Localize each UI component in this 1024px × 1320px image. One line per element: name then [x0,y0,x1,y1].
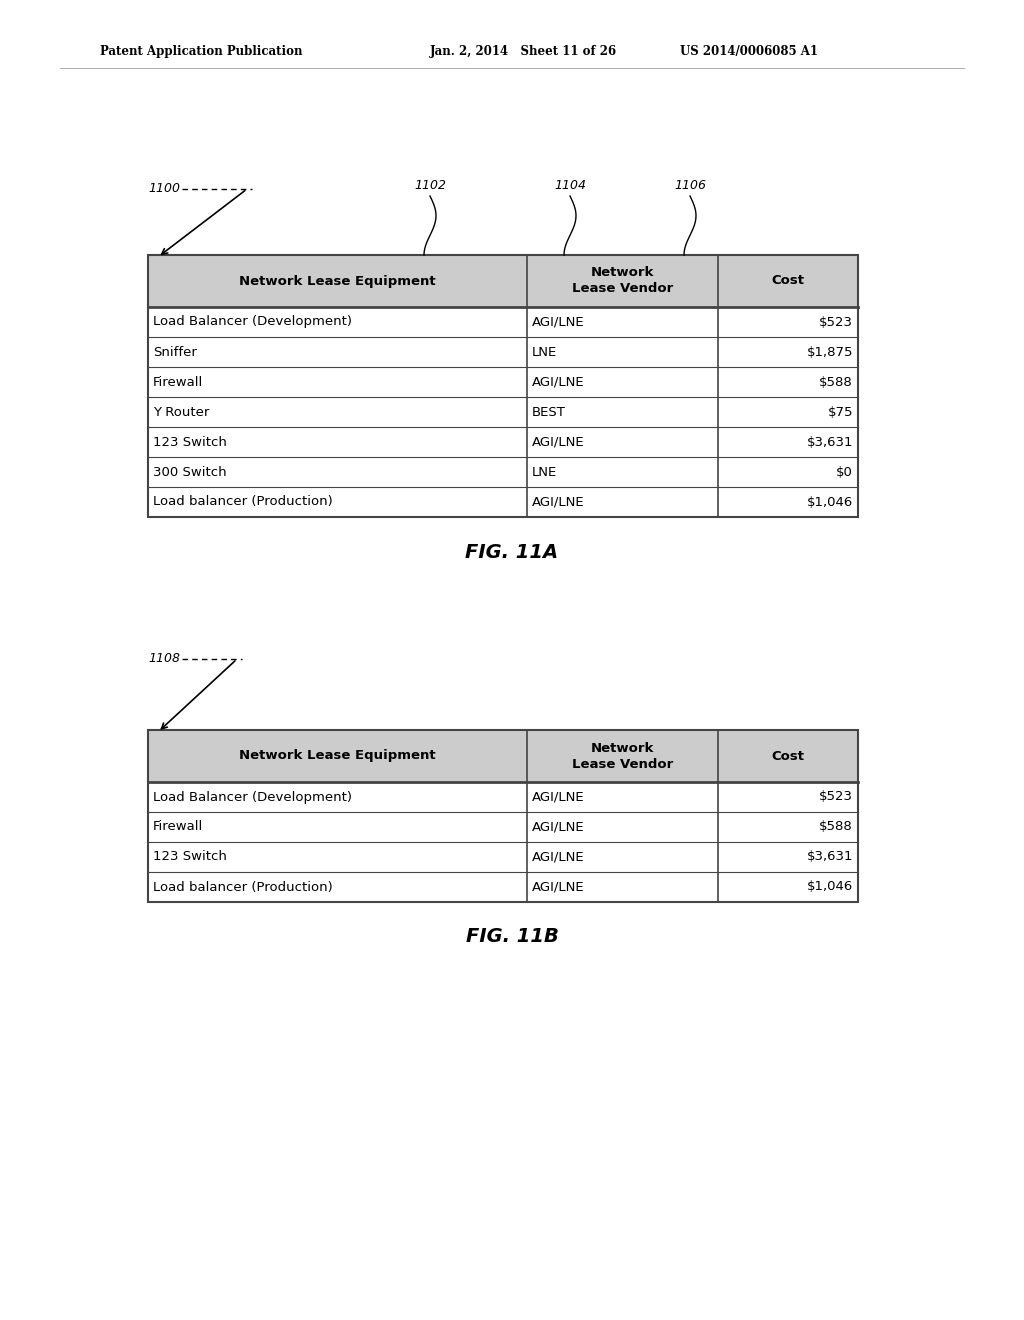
Text: $3,631: $3,631 [807,436,853,449]
Text: 300 Switch: 300 Switch [153,466,226,479]
Text: AGI/LNE: AGI/LNE [532,791,585,804]
Text: $588: $588 [819,375,853,388]
Text: 1106: 1106 [674,180,706,191]
Bar [148,730,858,781]
Text: 123 Switch: 123 Switch [153,850,227,863]
Text: AGI/LNE: AGI/LNE [532,850,585,863]
Text: AGI/LNE: AGI/LNE [532,880,585,894]
Text: US 2014/0006085 A1: US 2014/0006085 A1 [680,45,818,58]
Text: LNE: LNE [532,346,557,359]
Text: $588: $588 [819,821,853,833]
Bar [148,255,858,517]
Text: $523: $523 [819,791,853,804]
Text: $523: $523 [819,315,853,329]
Text: Jan. 2, 2014   Sheet 11 of 26: Jan. 2, 2014 Sheet 11 of 26 [430,45,617,58]
Text: Load Balancer (Development): Load Balancer (Development) [153,791,352,804]
Text: 1108: 1108 [148,652,180,664]
Text: AGI/LNE: AGI/LNE [532,436,585,449]
Text: 1102: 1102 [414,180,446,191]
Text: Load balancer (Production): Load balancer (Production) [153,880,333,894]
Text: Network
Lease Vendor: Network Lease Vendor [571,742,673,771]
Text: 123 Switch: 123 Switch [153,436,227,449]
Bar [148,730,858,902]
Text: Network Lease Equipment: Network Lease Equipment [240,275,436,288]
Text: Cost: Cost [771,750,805,763]
Text: $1,875: $1,875 [807,346,853,359]
Text: BEST: BEST [532,405,566,418]
Text: $1,046: $1,046 [807,495,853,508]
Text: Network Lease Equipment: Network Lease Equipment [240,750,436,763]
Bar [148,255,858,308]
Text: 1100: 1100 [148,181,180,194]
Text: Firewall: Firewall [153,375,203,388]
Text: Y Router: Y Router [153,405,209,418]
Text: Patent Application Publication: Patent Application Publication [100,45,302,58]
Text: Load Balancer (Development): Load Balancer (Development) [153,315,352,329]
Text: AGI/LNE: AGI/LNE [532,821,585,833]
Text: $1,046: $1,046 [807,880,853,894]
Text: Cost: Cost [771,275,805,288]
Text: AGI/LNE: AGI/LNE [532,495,585,508]
Text: $0: $0 [837,466,853,479]
Text: $3,631: $3,631 [807,850,853,863]
Text: FIG. 11B: FIG. 11B [466,928,558,946]
Text: $75: $75 [827,405,853,418]
Text: AGI/LNE: AGI/LNE [532,375,585,388]
Text: Network
Lease Vendor: Network Lease Vendor [571,267,673,296]
Text: Firewall: Firewall [153,821,203,833]
Text: LNE: LNE [532,466,557,479]
Text: FIG. 11A: FIG. 11A [466,543,558,561]
Text: Load balancer (Production): Load balancer (Production) [153,495,333,508]
Text: Sniffer: Sniffer [153,346,197,359]
Text: 1104: 1104 [554,180,586,191]
Text: AGI/LNE: AGI/LNE [532,315,585,329]
